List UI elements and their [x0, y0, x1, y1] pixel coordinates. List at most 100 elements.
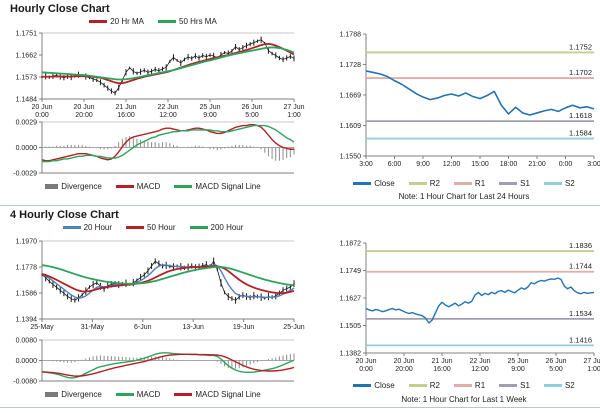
legend-item-s1: S1: [499, 179, 530, 188]
svg-text:1.1744: 1.1744: [569, 262, 592, 271]
svg-text:13-Jun: 13-Jun: [182, 324, 204, 331]
hourly-macd-chart: 0.0029 0.0000 -0.0029: [13, 120, 295, 178]
legend-item-20-hour: 20 Hour: [62, 223, 113, 232]
legend-label: Divergence: [61, 182, 102, 191]
line-swatch: [543, 182, 562, 185]
svg-text:1.1970: 1.1970: [16, 239, 38, 246]
svg-text:1.1788: 1.1788: [340, 32, 362, 39]
legend-item-20-hr-ma: 20 Hr MA: [89, 17, 144, 26]
pivot-1w-note: Note: 1 Hour Chart for Last 1 Week: [401, 395, 527, 404]
legend-label: R1: [474, 381, 486, 390]
svg-text:1.1550: 1.1550: [340, 154, 362, 161]
bottom-divider: [0, 407, 600, 408]
svg-text:18:00: 18:00: [500, 161, 518, 168]
hourly-macd-legend: Divergence MACD MACD Signal Line: [8, 182, 298, 191]
4-hourly-close-chart-title: 4 Hourly Close Chart: [10, 209, 119, 221]
section-divider: [0, 205, 600, 206]
divergence-bars-swatch: [45, 392, 59, 397]
svg-text:1.1669: 1.1669: [340, 93, 362, 100]
svg-text:1.1752: 1.1752: [569, 42, 592, 51]
legend-label: S1: [520, 381, 530, 390]
line-swatch: [543, 384, 562, 387]
legend-label: S1: [520, 179, 530, 188]
legend-item-s1: S1: [499, 381, 530, 390]
svg-text:1.1778: 1.1778: [16, 265, 38, 272]
svg-text:1.1662: 1.1662: [16, 53, 38, 60]
svg-text:25-Jun: 25-Jun: [283, 324, 305, 331]
legend-item-divergence: Divergence: [45, 390, 102, 399]
svg-text:0.0080: 0.0080: [16, 338, 38, 345]
svg-text:-0.0080: -0.0080: [13, 379, 37, 386]
legend-label: S2: [564, 381, 575, 390]
line-swatch: [353, 182, 372, 185]
hourly-price-legend: 20 Hr MA 50 Hrs MA: [8, 17, 298, 26]
line-swatch: [353, 384, 372, 387]
legend-item-r1: R1: [453, 381, 486, 390]
legend-item-macd: MACD: [115, 182, 160, 191]
legend-label: R1: [474, 179, 486, 188]
svg-text:1.1382: 1.1382: [340, 351, 362, 358]
svg-text:1.1872: 1.1872: [340, 241, 362, 248]
line-swatch: [453, 182, 472, 185]
svg-text:0.0000: 0.0000: [16, 145, 38, 152]
legend-item-50-hrs-ma: 50 Hrs MA: [158, 17, 217, 26]
hourly-close-chart-title: Hourly Close Chart: [10, 3, 110, 15]
svg-text:1.1749: 1.1749: [340, 268, 362, 275]
legend-item-macd-signal-line: MACD Signal Line: [174, 390, 261, 399]
svg-text:1.1702: 1.1702: [569, 68, 592, 77]
line-swatch: [115, 185, 134, 188]
legend-label: Divergence: [61, 390, 102, 399]
pivot-24h-note: Note: 1 Hour Chart for Last 24 Hours: [398, 192, 530, 201]
line-swatch: [499, 182, 518, 185]
legend-item-macd-signal-line: MACD Signal Line: [174, 182, 261, 191]
legend-item-r2: R2: [408, 381, 440, 390]
svg-text:19-Jun: 19-Jun: [233, 324, 255, 331]
svg-text:1.1627: 1.1627: [340, 296, 362, 303]
svg-text:1.1484: 1.1484: [16, 97, 38, 104]
legend-item-50-hour: 50 Hour: [126, 223, 176, 232]
line-swatch: [126, 226, 145, 229]
svg-text:1.1573: 1.1573: [16, 75, 38, 82]
line-swatch: [174, 185, 193, 188]
svg-text:1.1618: 1.1618: [569, 111, 592, 120]
svg-text:6:00: 6:00: [388, 161, 402, 168]
svg-text:3:00: 3:00: [359, 161, 373, 168]
line-swatch: [158, 20, 176, 23]
svg-text:0.0000: 0.0000: [16, 358, 38, 365]
svg-text:1.1505: 1.1505: [340, 323, 362, 330]
svg-text:9:00: 9:00: [416, 161, 430, 168]
legend-label: Close: [374, 381, 395, 390]
line-swatch: [408, 182, 427, 185]
legend-label: MACD Signal Line: [195, 390, 261, 399]
svg-text:21:00: 21:00: [528, 161, 546, 168]
legend-label: R2: [429, 179, 440, 188]
legend-item-close: Close: [353, 381, 395, 390]
svg-text:1.1751: 1.1751: [16, 31, 38, 38]
line-swatch: [453, 384, 472, 387]
svg-text:0:00: 0:00: [559, 161, 573, 168]
4-hourly-macd-legend: Divergence MACD MACD Signal Line: [8, 390, 298, 399]
legend-label: 20 Hour: [83, 223, 113, 232]
svg-text:31-May: 31-May: [81, 324, 105, 331]
line-swatch: [174, 393, 193, 396]
svg-text:1.1586: 1.1586: [16, 291, 38, 298]
4-hourly-macd-chart: 0.0080 0.0000 -0.0080: [13, 338, 295, 386]
svg-text:1.1836: 1.1836: [569, 241, 592, 250]
svg-text:1.1416: 1.1416: [569, 335, 592, 344]
svg-text:1.1728: 1.1728: [340, 62, 362, 69]
legend-item-macd: MACD: [115, 390, 160, 399]
